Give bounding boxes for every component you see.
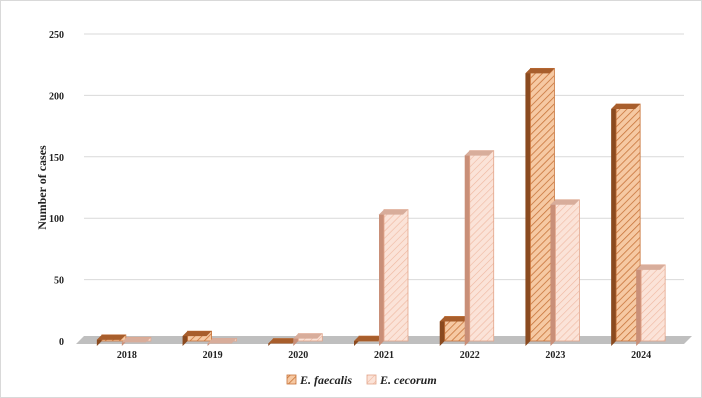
bar-top <box>611 103 641 109</box>
bar-top <box>293 333 323 339</box>
bar-e-faecalis-2018 <box>96 334 127 346</box>
bar-e-cecorum-2020 <box>293 333 323 346</box>
bar-side <box>611 103 617 346</box>
bar-top <box>636 264 666 270</box>
bar-side <box>525 68 531 346</box>
x-tick-label: 2023 <box>545 350 565 361</box>
bar-e-faecalis-2020 <box>268 338 298 346</box>
bar-side <box>439 316 445 346</box>
bar-top <box>121 337 151 343</box>
bar-top <box>207 338 237 344</box>
bar-side <box>379 209 384 346</box>
bar-e-faecalis-2021 <box>354 335 384 346</box>
legend-label: E. faecalis <box>299 373 352 387</box>
bar-side <box>550 199 556 346</box>
x-tick-label: 2020 <box>288 350 308 361</box>
bar-e-faecalis-2024 <box>611 103 641 346</box>
bar-e-cecorum-2018 <box>121 336 152 346</box>
x-tick-label: 2019 <box>203 350 223 361</box>
bar-e-cecorum-2021 <box>379 209 409 346</box>
bar-e-cecorum-2022 <box>464 150 495 346</box>
x-tick-label: 2024 <box>631 350 651 361</box>
bar-side <box>464 150 470 346</box>
bar-front <box>383 209 409 342</box>
legend-item-e-faecalis: E. faecalis <box>286 373 352 387</box>
x-tick-label: 2018 <box>117 350 137 361</box>
bar-top <box>379 209 408 215</box>
bar-e-cecorum-2024 <box>636 264 666 346</box>
x-tick-label: 2022 <box>460 350 480 361</box>
y-tick-label: 200 <box>49 91 64 102</box>
bar-front <box>640 264 666 342</box>
bar-top <box>464 150 494 156</box>
bar-e-faecalis-2023 <box>525 67 555 346</box>
legend-swatch <box>366 374 377 385</box>
bar-top <box>268 338 298 344</box>
bar-e-cecorum-2023 <box>550 199 580 346</box>
bar-e-cecorum-2019 <box>207 338 237 346</box>
legend-item-e-cecorum: E. cecorum <box>366 373 437 387</box>
bar-e-faecalis-2019 <box>182 330 212 346</box>
y-tick-label: 150 <box>49 153 64 164</box>
bar-top <box>354 336 383 342</box>
bar-top <box>182 331 212 337</box>
bar-front <box>555 199 580 342</box>
legend-label: E. cecorum <box>379 373 437 387</box>
bar-top <box>439 316 469 322</box>
y-tick-label: 50 <box>54 276 64 287</box>
legend-swatch <box>286 374 297 385</box>
x-tick-label: 2021 <box>374 350 394 361</box>
y-tick-label: 250 <box>49 30 64 41</box>
bar-side <box>636 264 642 346</box>
bar-top <box>96 334 126 340</box>
bar-top <box>525 68 555 74</box>
y-tick-label: 100 <box>49 214 64 225</box>
y-axis-label: Number of cases <box>35 145 49 230</box>
legend: E. faecalis E. cecorum <box>286 373 437 387</box>
y-tick-label: 0 <box>59 337 64 348</box>
bar-front <box>469 150 495 342</box>
bar-top <box>550 199 580 205</box>
